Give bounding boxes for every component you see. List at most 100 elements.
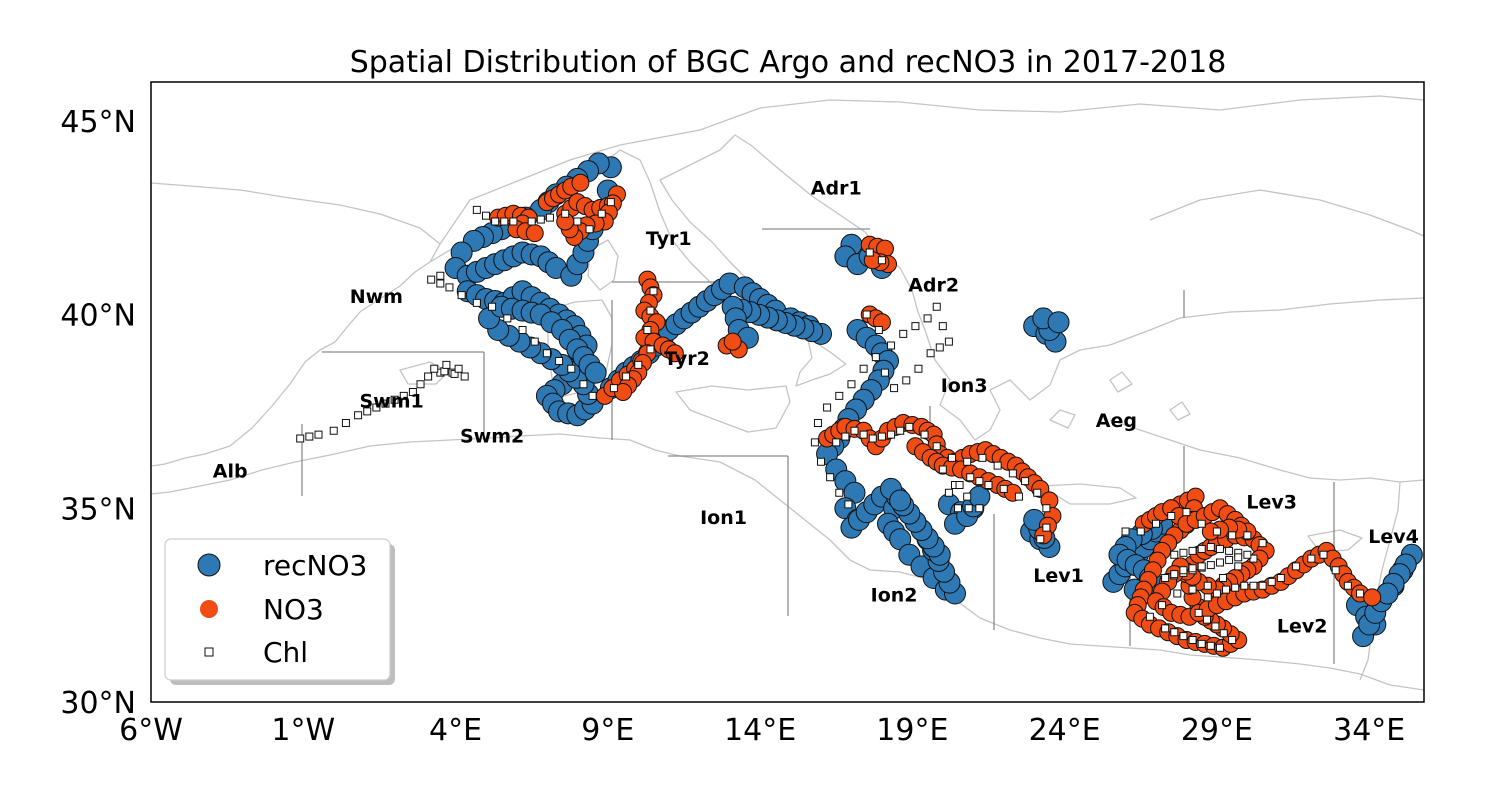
no3-point: [723, 332, 742, 351]
chl-point: [567, 364, 576, 373]
chl-point: [911, 322, 920, 331]
chl-point: [585, 225, 594, 234]
no3-point: [665, 344, 684, 363]
coastline-aegean-islands: [1049, 371, 1191, 429]
region-label: Ion3: [941, 375, 988, 397]
x-tick-label: 24°E: [1029, 713, 1101, 748]
chl-point: [810, 438, 819, 447]
recno3-point: [1047, 311, 1070, 334]
legend-no3-marker: [200, 600, 218, 618]
chl-point: [445, 283, 454, 292]
no3-point: [1363, 588, 1382, 607]
chl-point: [932, 302, 941, 311]
chl-point: [963, 492, 972, 501]
chl-point: [847, 380, 856, 389]
chl-point: [1258, 581, 1267, 590]
chl-point: [1211, 622, 1220, 631]
chl-point: [932, 442, 941, 451]
chl-point: [472, 205, 481, 214]
chl-point: [1234, 562, 1243, 571]
chl-point: [609, 384, 618, 393]
chl-point: [1136, 527, 1145, 536]
chl-point: [999, 484, 1008, 493]
chl-point: [865, 248, 874, 257]
chl-point: [460, 372, 469, 381]
chl-point: [984, 481, 993, 489]
chl-point: [966, 473, 975, 482]
chl-point: [1188, 546, 1197, 555]
chl-point: [450, 369, 459, 378]
chl-point: [1234, 553, 1243, 562]
chl-point: [963, 457, 972, 466]
region-label: Aeg: [1096, 410, 1137, 432]
chl-point: [896, 426, 905, 435]
region-label: Swm2: [460, 425, 524, 447]
chl-point: [579, 380, 588, 389]
chl-point: [1121, 527, 1130, 536]
coastline-balkans-greece: [917, 297, 1424, 441]
x-tick-label: 19°E: [876, 713, 948, 748]
chl-point: [954, 504, 963, 513]
chl-point: [1219, 574, 1227, 582]
x-tick-label: 14°E: [724, 713, 796, 748]
chl-point: [1206, 543, 1215, 551]
chl-point: [1170, 550, 1179, 559]
chl-point: [354, 411, 363, 420]
region-label: Lev2: [1277, 615, 1328, 637]
chl-point: [1158, 601, 1167, 610]
chl-point: [1179, 632, 1188, 641]
x-tick-label: 29°E: [1181, 713, 1253, 748]
chl-point: [1249, 581, 1258, 590]
chl-point: [850, 426, 859, 435]
chl-point: [482, 211, 490, 220]
chl-point: [545, 213, 554, 222]
chl-point: [1203, 593, 1212, 602]
chl-point: [372, 403, 381, 412]
legend-chl-marker: [204, 647, 214, 657]
chl-point: [597, 209, 606, 218]
chl-point: [1240, 581, 1249, 590]
chl-point: [1179, 566, 1188, 575]
legend-recno3-marker: [197, 553, 221, 577]
region-labels: Alb Swm1 Swm2 Nwm Tyr1 Tyr2 Adr1 Adr2 Ion1 Ion2 Io…: [213, 177, 1419, 637]
chl-point: [1182, 508, 1191, 517]
chl-point: [975, 504, 984, 513]
no3-point: [525, 224, 544, 243]
chl-point: [859, 430, 868, 439]
coastline-sicily: [675, 385, 791, 433]
chl-point: [914, 364, 923, 373]
chl-point: [1331, 566, 1340, 575]
region-label: Ion2: [871, 584, 918, 606]
chl-point: [890, 384, 899, 393]
coastline-central-europe: [439, 95, 1424, 245]
chl-point: [826, 473, 835, 482]
chl-point: [978, 453, 987, 462]
chl-point: [880, 368, 889, 377]
chl-point: [634, 360, 643, 369]
chl-point: [1161, 574, 1170, 582]
chl-point: [457, 291, 466, 300]
chl-point: [841, 432, 850, 441]
chl-point: [1188, 564, 1197, 573]
chl-point: [296, 434, 305, 443]
chl-point: [1222, 585, 1231, 594]
y-tick-label: 35°N: [60, 492, 136, 527]
chl-point: [944, 337, 953, 346]
chl-point: [1228, 636, 1237, 644]
legend-recno3-label: recNO3: [263, 549, 367, 582]
legend-no3-label: NO3: [263, 593, 324, 626]
chl-point: [993, 461, 1002, 470]
chl-point: [1267, 577, 1276, 586]
chl-point: [938, 465, 947, 474]
x-tick-label: 9°E: [581, 713, 634, 748]
chl-point: [542, 349, 551, 358]
chl-point: [1292, 562, 1301, 571]
chl-point: [1197, 562, 1206, 571]
chl-point: [964, 504, 973, 513]
chl-point: [877, 432, 886, 441]
chl-point: [862, 310, 871, 319]
chl-point: [472, 298, 481, 307]
chl-point: [518, 326, 527, 334]
chl-point: [454, 364, 463, 373]
chl-point: [491, 217, 500, 226]
